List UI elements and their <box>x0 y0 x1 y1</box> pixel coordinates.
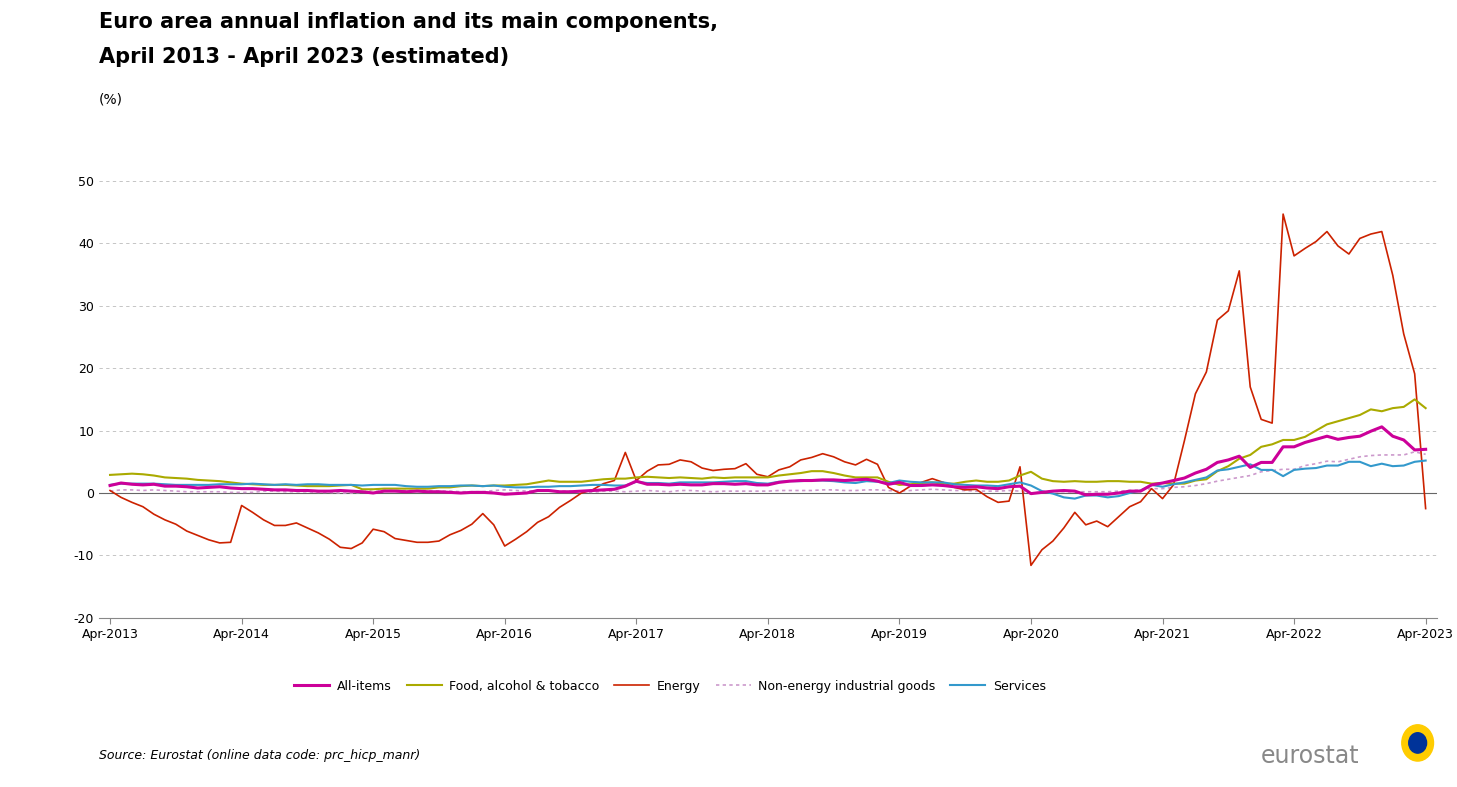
Circle shape <box>1409 733 1426 753</box>
Text: (%): (%) <box>99 92 122 106</box>
Circle shape <box>1402 725 1434 761</box>
Text: Euro area annual inflation and its main components,: Euro area annual inflation and its main … <box>99 12 718 31</box>
Text: April 2013 - April 2023 (estimated): April 2013 - April 2023 (estimated) <box>99 47 508 67</box>
Legend: All-items, Food, alcohol & tobacco, Energy, Non-energy industrial goods, Service: All-items, Food, alcohol & tobacco, Ener… <box>290 675 1050 698</box>
Text: eurostat: eurostat <box>1260 744 1359 767</box>
Text: Source: Eurostat (online data code: prc_hicp_manr): Source: Eurostat (online data code: prc_… <box>99 749 420 763</box>
